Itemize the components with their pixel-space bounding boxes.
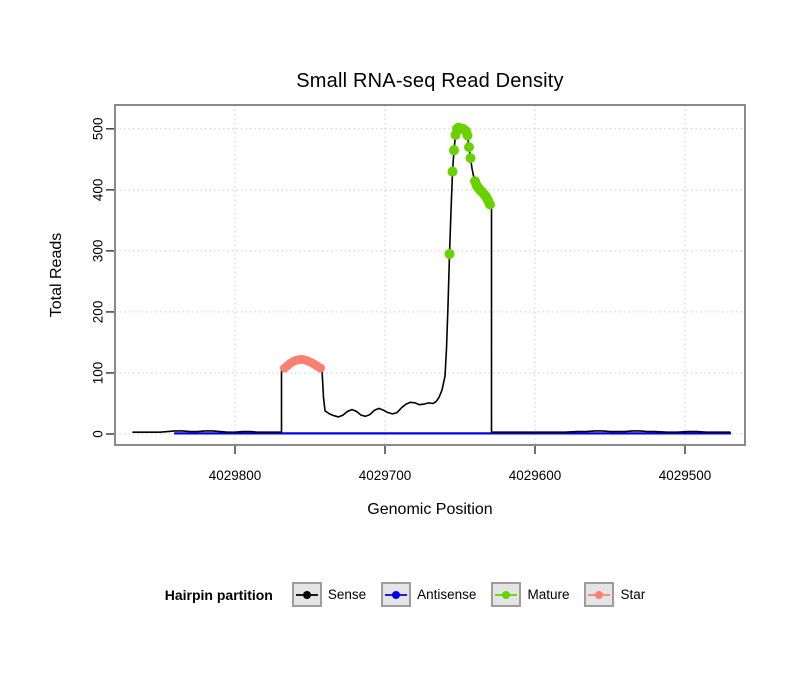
- y-tick-label: 400: [91, 179, 106, 202]
- star-points: [280, 355, 325, 373]
- legend-item-sense: Sense: [291, 582, 367, 607]
- legend-label-mature: Mature: [527, 587, 570, 602]
- legend-item-antisense: Antisense: [381, 582, 476, 607]
- legend-label-star: Star: [620, 587, 646, 602]
- legend: Hairpin partition Sense Antisense Mature…: [0, 582, 810, 607]
- chart-title: Small RNA-seq Read Density: [296, 70, 564, 92]
- antisense-key-icon: [381, 582, 412, 607]
- y-tick-label: 500: [91, 118, 106, 141]
- sense-key-icon: [291, 582, 322, 607]
- plot-panel: 4029800 4029700 4029600 4029500 0 100 200 300 40…: [91, 104, 746, 483]
- x-tick-label: 4029800: [209, 468, 262, 483]
- x-tick-label: 4029500: [659, 468, 712, 483]
- y-tick-label: 200: [91, 301, 106, 324]
- legend-title: Hairpin partition: [164, 586, 273, 603]
- mature-key-icon: [491, 582, 522, 607]
- x-axis-title: Genomic Position: [367, 501, 493, 518]
- legend-item-mature: Mature: [491, 582, 569, 607]
- x-tick-label: 4029600: [509, 468, 562, 483]
- star-key-icon: [584, 582, 615, 607]
- legend-label-antisense: Antisense: [417, 587, 477, 602]
- y-tick-label: 100: [91, 362, 106, 385]
- legend-label-sense: Sense: [327, 587, 367, 602]
- mature-points: [444, 122, 495, 259]
- y-tick-label: 300: [91, 240, 106, 263]
- legend-item-star: Star: [584, 582, 645, 607]
- x-tick-label: 4029700: [359, 468, 412, 483]
- y-tick-label: 0: [91, 430, 106, 438]
